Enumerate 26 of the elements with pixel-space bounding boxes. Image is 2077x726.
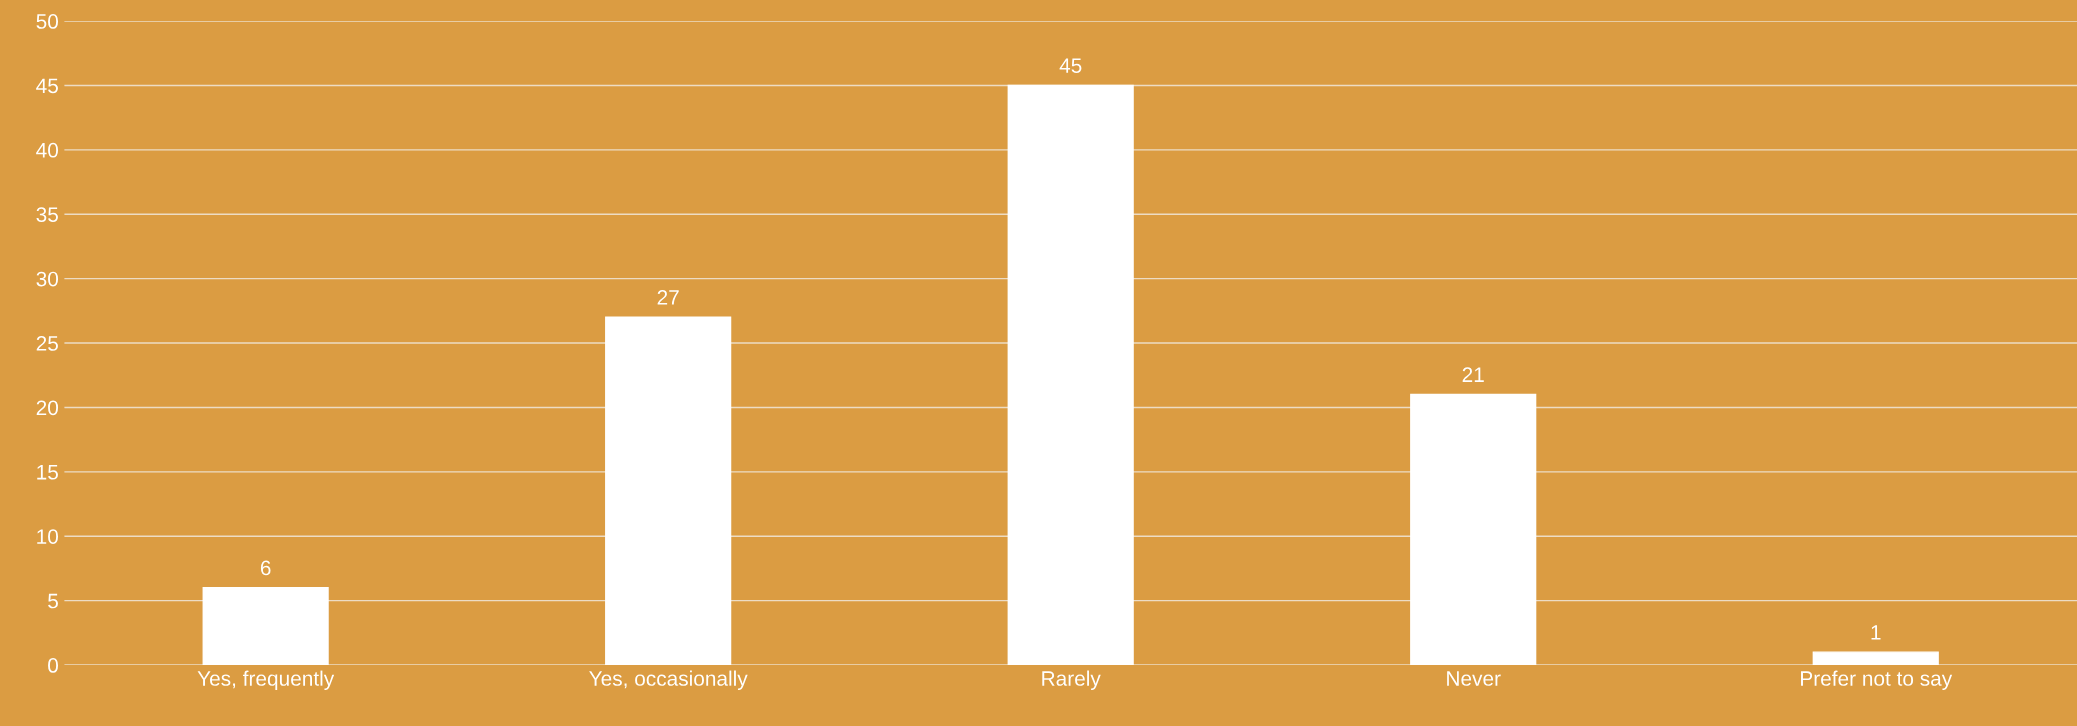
y-tick-label: 10 [37, 529, 59, 544]
bar [1007, 84, 1134, 666]
y-tick-label: 50 [36, 14, 59, 29]
bar [202, 587, 329, 666]
data-label: 1 [1871, 625, 1881, 640]
y-tick-label: 40 [36, 142, 59, 158]
bar [605, 316, 732, 666]
bar [1410, 393, 1537, 666]
data-label: 21 [1462, 367, 1484, 382]
y-tick-label: 15 [37, 465, 58, 480]
x-tick-label: Yes, frequently [197, 670, 335, 690]
data-label: 6 [260, 560, 271, 576]
data-label: 27 [657, 290, 679, 305]
data-label: 45 [1059, 58, 1082, 73]
y-tick-label: 35 [36, 207, 58, 222]
y-tick-label: 45 [36, 78, 58, 94]
x-tick-label: Prefer not to say [1801, 670, 1953, 690]
x-tick-label: Never [1447, 671, 1501, 686]
y-tick-label: 25 [36, 336, 58, 351]
y-tick-label: 0 [48, 658, 59, 673]
x-tick-label: Yes, occasionally [589, 670, 748, 690]
y-tick-label: 30 [36, 271, 59, 287]
bar [1812, 651, 1939, 666]
y-tick-label: 5 [48, 593, 58, 609]
y-tick-label: 20 [36, 400, 59, 416]
x-tick-label: Rarely [1042, 670, 1101, 690]
